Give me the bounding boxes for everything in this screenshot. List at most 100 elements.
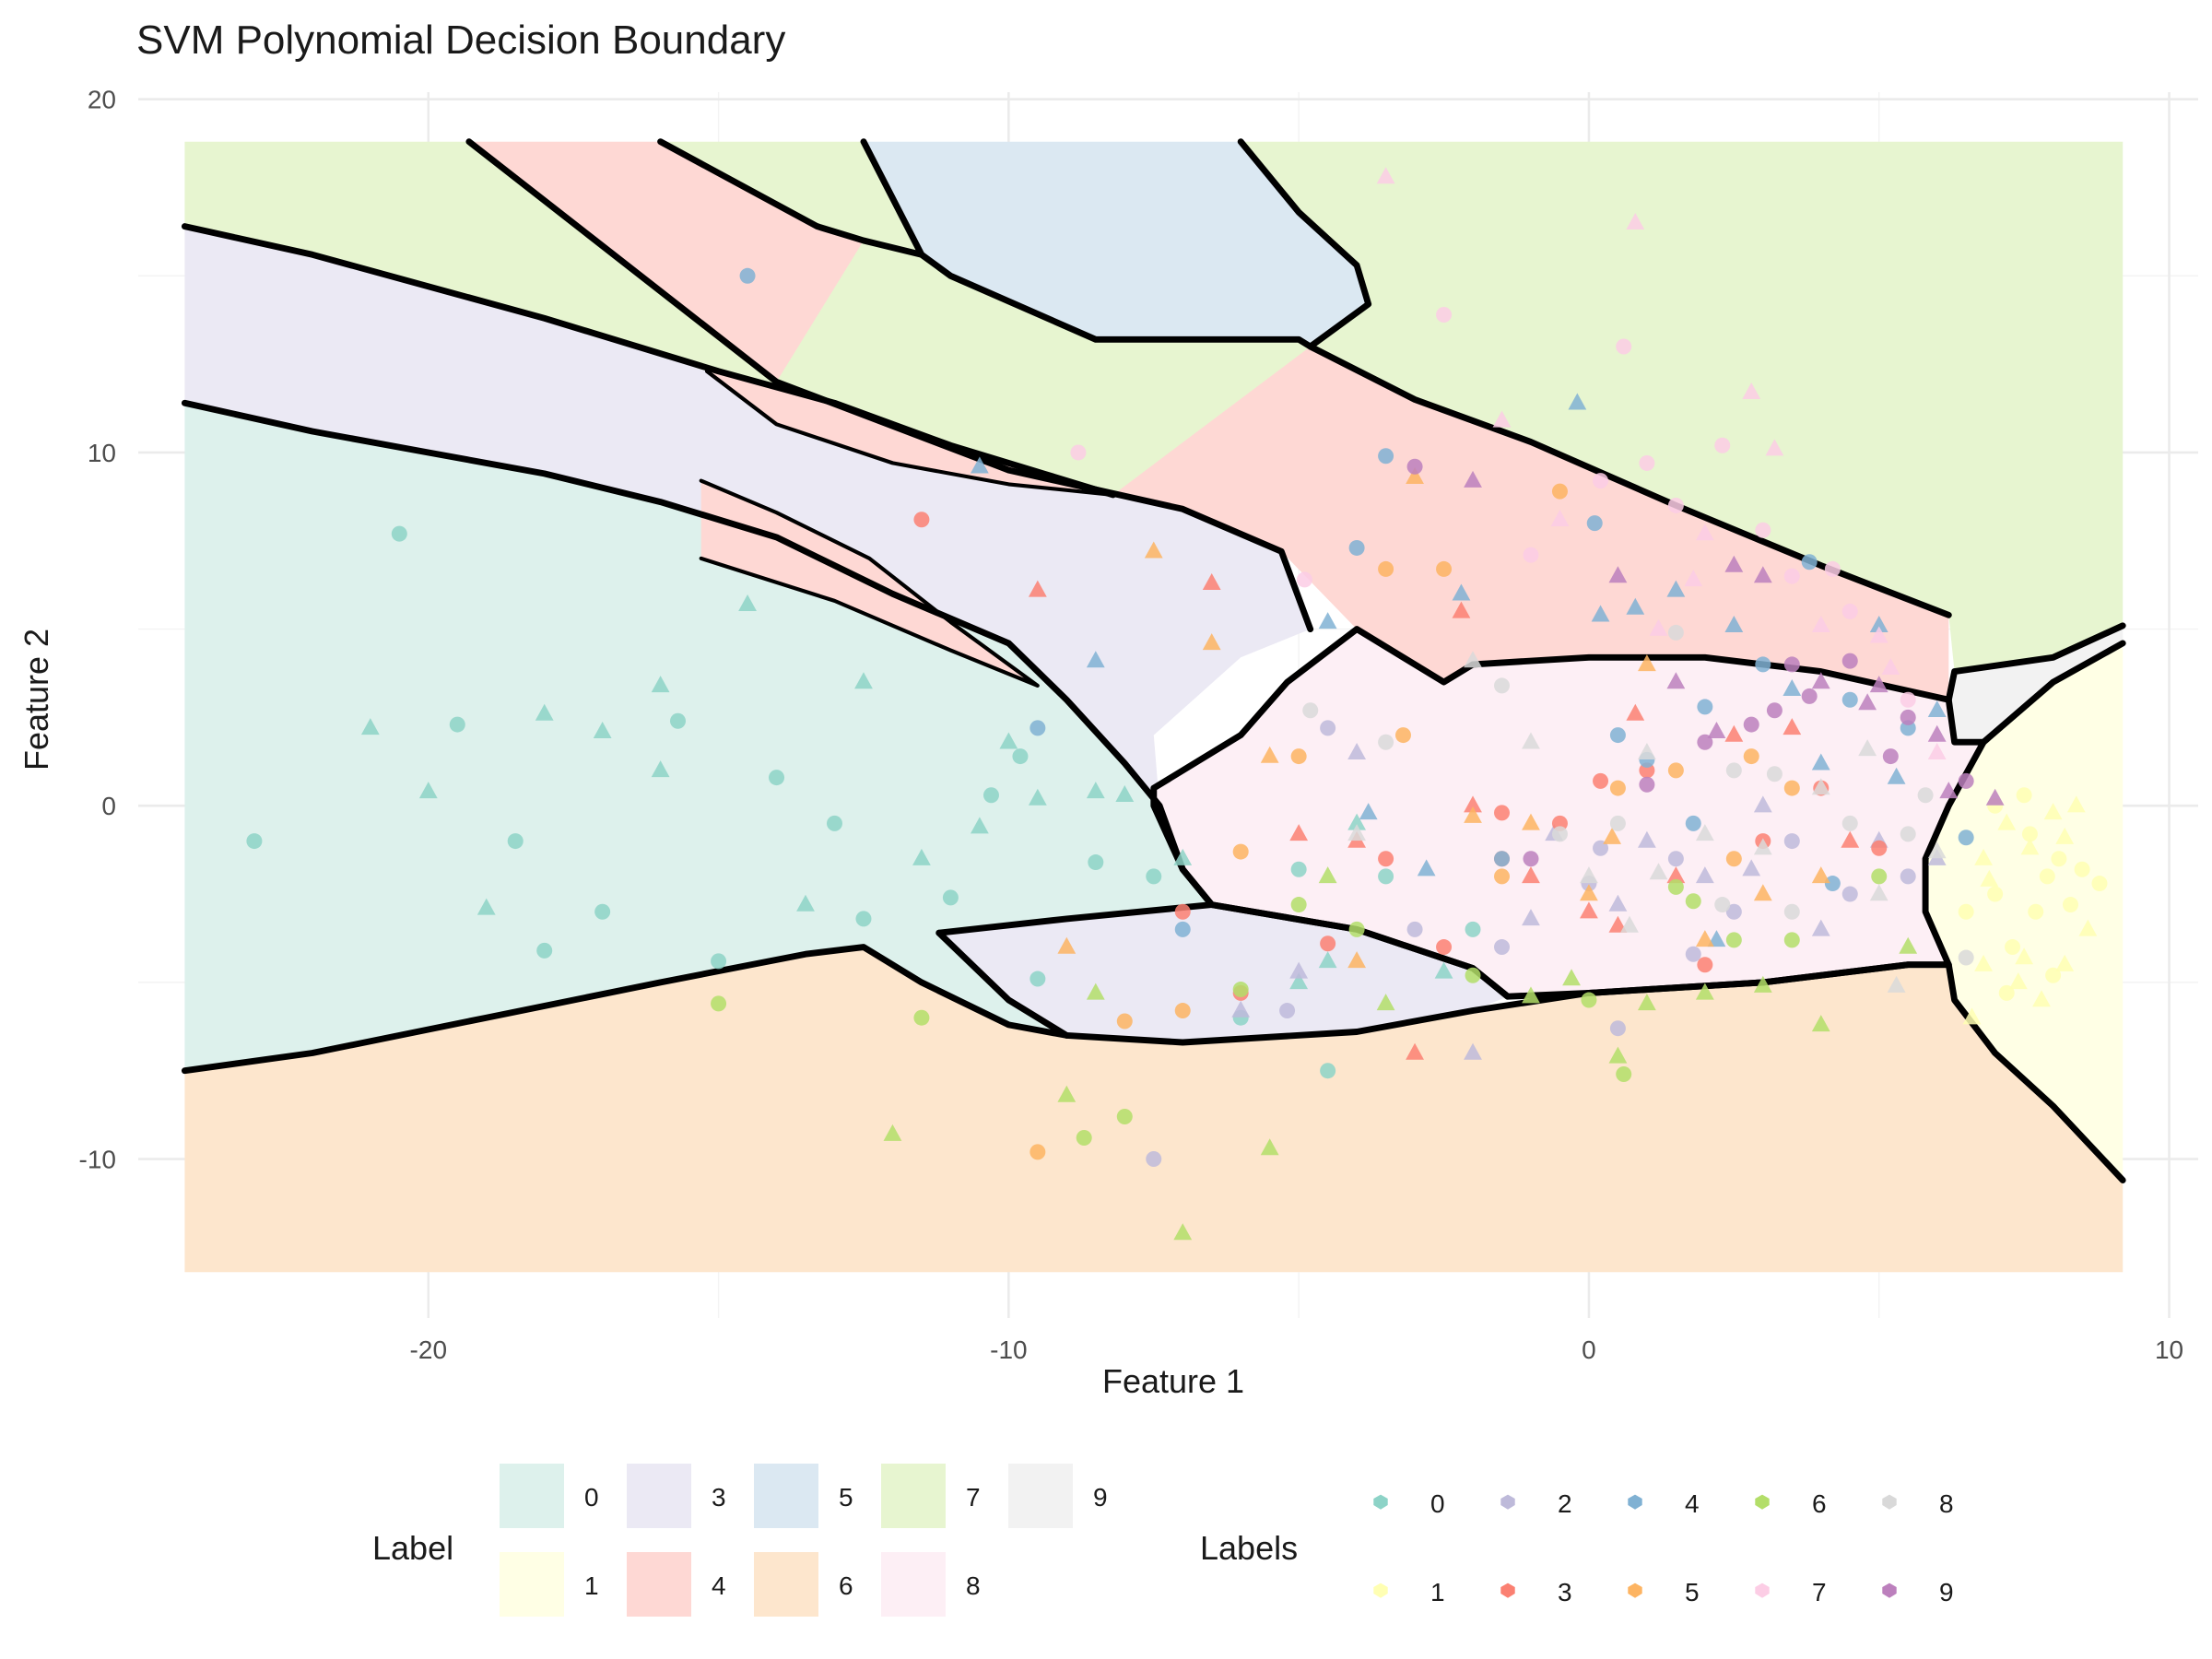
point-8 — [1927, 841, 1947, 859]
point-1 — [2039, 868, 2055, 885]
point-8 — [1464, 651, 1482, 668]
x-tick-label: -20 — [410, 1335, 447, 1364]
legend-point-label: 6 — [1812, 1489, 1827, 1518]
point-0 — [507, 833, 524, 850]
point-4 — [1626, 597, 1645, 615]
legend-fill-swatch-6 — [754, 1552, 818, 1617]
point-4 — [1755, 656, 1771, 673]
point-6 — [1581, 992, 1597, 1008]
point-3 — [1841, 830, 1860, 848]
point-6 — [1871, 868, 1888, 885]
point-2 — [1695, 866, 1714, 884]
point-1 — [1997, 813, 2017, 830]
boundary-line — [181, 944, 2126, 1183]
point-0 — [1465, 921, 1481, 937]
legend-fill-swatch-0 — [500, 1464, 564, 1528]
point-6 — [1638, 994, 1656, 1011]
point-5 — [1603, 827, 1622, 844]
point-0 — [1320, 1063, 1336, 1079]
point-7 — [1783, 568, 1800, 584]
point-0 — [1146, 868, 1162, 885]
point-1 — [2043, 803, 2063, 820]
point-0 — [391, 525, 407, 542]
boundary-line — [1237, 138, 1372, 350]
point-6 — [1667, 878, 1684, 895]
point-5 — [1551, 483, 1568, 500]
point-1 — [2015, 947, 2034, 965]
point-5 — [1695, 930, 1714, 947]
point-7 — [1824, 560, 1841, 577]
point-2 — [1406, 921, 1423, 937]
legend-point-key-5 — [1628, 1583, 1642, 1598]
point-0 — [826, 815, 842, 831]
point-3 — [1666, 866, 1686, 884]
x-axis-title: Feature 1 — [1102, 1362, 1244, 1400]
point-8 — [1714, 897, 1731, 913]
point-6 — [1232, 982, 1249, 998]
point-0 — [999, 732, 1018, 749]
point-3 — [1464, 795, 1482, 813]
point-9 — [1869, 676, 1888, 693]
point-4 — [1609, 727, 1626, 744]
point-6 — [1811, 1015, 1830, 1032]
point-4 — [970, 456, 989, 474]
point-4 — [1685, 815, 1701, 831]
point-0 — [1173, 848, 1193, 865]
point-7 — [1070, 444, 1087, 461]
chart-title: SVM Polynomial Decision Boundary — [136, 18, 785, 63]
point-1 — [1974, 954, 1993, 971]
point-7 — [1376, 167, 1395, 184]
point-3 — [1289, 824, 1309, 841]
point-3 — [1028, 580, 1047, 597]
point-8 — [1783, 903, 1800, 920]
point-1 — [2021, 826, 2038, 842]
point-4 — [1887, 767, 1906, 784]
point-8 — [1580, 866, 1598, 884]
point-6 — [1173, 1223, 1193, 1241]
point-4 — [1707, 930, 1726, 947]
point-5 — [1030, 1144, 1046, 1160]
point-5 — [1144, 541, 1163, 559]
point-7 — [1550, 509, 1570, 526]
point-9 — [1697, 734, 1713, 750]
point-0 — [449, 716, 465, 733]
point-9 — [1882, 748, 1899, 765]
point-6 — [1783, 932, 1800, 948]
point-7 — [1639, 454, 1655, 471]
legend-fill-label: 3 — [712, 1483, 726, 1512]
region-3 — [938, 904, 1508, 1042]
boundary-line — [181, 399, 1216, 909]
point-1 — [2028, 903, 2044, 920]
legend-fill-label: 8 — [966, 1571, 981, 1600]
boundary-line — [704, 369, 1115, 497]
point-0 — [1086, 782, 1105, 799]
point-0 — [418, 782, 438, 799]
point-5 — [1522, 813, 1540, 830]
legend-point-label: 8 — [1939, 1489, 1954, 1518]
point-6 — [1562, 969, 1581, 986]
region-1 — [1925, 642, 2124, 1181]
point-7 — [1695, 524, 1714, 541]
point-9 — [1707, 721, 1726, 738]
legend-fill-swatch-8 — [881, 1552, 946, 1617]
point-6 — [1465, 967, 1481, 983]
point-2 — [1464, 1042, 1482, 1060]
point-5 — [1725, 851, 1742, 867]
legend-fill-swatch-9 — [1008, 1464, 1073, 1528]
point-6 — [1116, 1109, 1133, 1125]
point-8 — [1887, 975, 1906, 993]
legend-fill-label: 4 — [712, 1571, 726, 1600]
point-0 — [1028, 788, 1047, 806]
point-5 — [1116, 1013, 1133, 1030]
point-5 — [1174, 1003, 1191, 1019]
point-1 — [1987, 886, 2004, 902]
point-5 — [1202, 633, 1221, 651]
point-8 — [1609, 815, 1626, 831]
point-0 — [651, 676, 670, 693]
point-5 — [1057, 936, 1077, 954]
point-0 — [912, 848, 931, 865]
point-1 — [2008, 972, 2028, 990]
legend-fill-title: Label — [372, 1529, 453, 1567]
legend-point-label: 5 — [1685, 1578, 1700, 1606]
